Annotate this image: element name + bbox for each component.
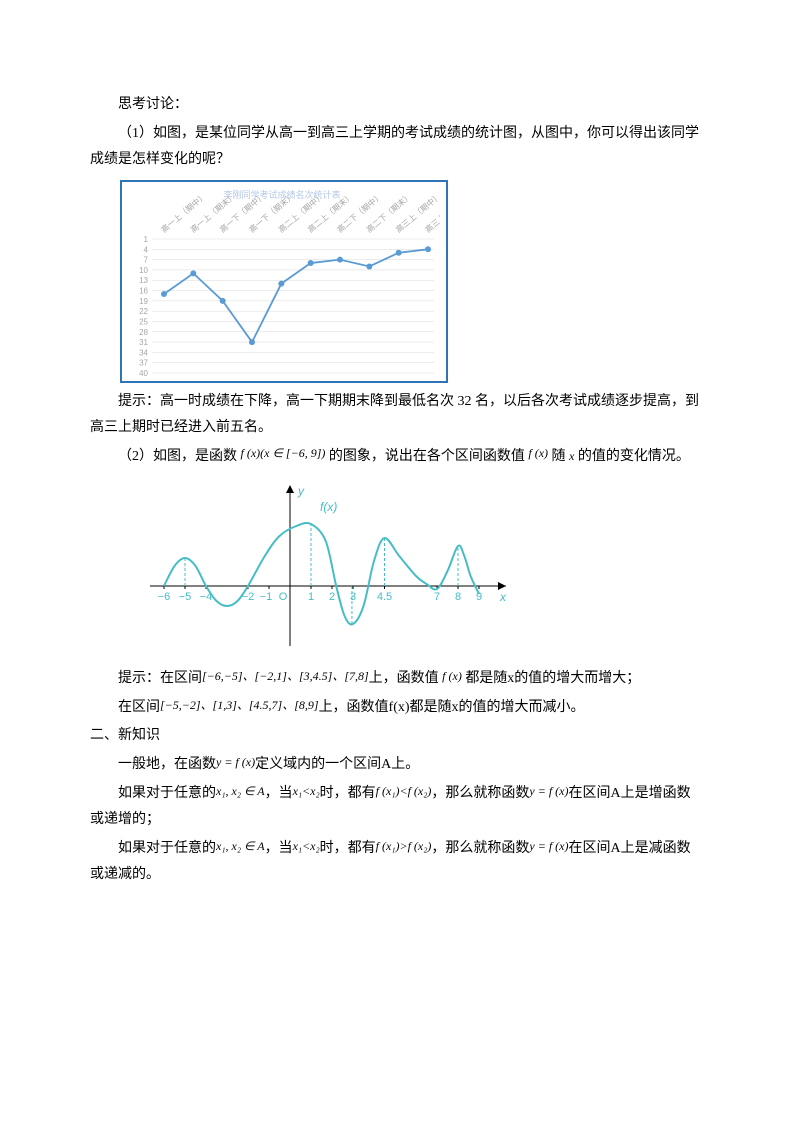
h2a-e: 都是随x的值的增大而增大；	[462, 671, 641, 686]
h2a-intervals: [−6,−5]、[−2,1]、[3,4.5]、[7,8]	[202, 669, 369, 683]
svg-text:19: 19	[139, 297, 148, 306]
svg-text:1: 1	[308, 591, 314, 603]
svg-text:34: 34	[139, 348, 148, 357]
h2b-intervals: [−5,−2]、[1,3]、[4.5,7]、[8,9]	[160, 698, 319, 712]
h2a-a: 提示：在区间	[118, 671, 202, 686]
svg-text:7: 7	[434, 591, 440, 603]
para-def3: 如果对于任意的x₁, x₂ ∈ A，当x₁<x₂时，都有f (x₁)>f (x₂…	[90, 836, 704, 889]
d2-f2: x₁<x₂	[293, 784, 320, 798]
svg-text:10: 10	[139, 266, 148, 275]
d3-f1: x₁, x₂ ∈ A	[216, 839, 265, 853]
svg-text:−5: −5	[179, 591, 192, 603]
svg-text:28: 28	[139, 328, 148, 337]
d2-f3: f (x₁)<f (x₂)	[376, 784, 432, 798]
svg-text:8: 8	[455, 591, 461, 603]
para-hint2b: 在区间[−5,−2]、[1,3]、[4.5,7]、[8,9]上，函数值f(x)都…	[90, 695, 704, 722]
d2-g: ，那么就称函数	[431, 786, 529, 801]
q2-g: 的值的变化情况。	[574, 449, 690, 464]
para-def1: 一般地，在函数y = f (x)定义域内的一个区间A上。	[90, 752, 704, 779]
function-graph: yxf(x)−6−5−4−2−1O1234.5789	[150, 481, 510, 657]
svg-text:O: O	[279, 591, 288, 603]
svg-text:31: 31	[139, 338, 148, 347]
h2b-c: 上，函数值f(x)都是随x的值的增大而减小。	[319, 700, 585, 715]
svg-text:3: 3	[350, 591, 356, 603]
svg-text:22: 22	[139, 307, 148, 316]
q2-f2: f (x)	[528, 446, 548, 460]
svg-text:37: 37	[139, 358, 148, 367]
q2-c: 的图象，说出在各个区间函数值	[325, 449, 528, 464]
d3-f2: x₁<x₂	[293, 839, 320, 853]
para-q1: （1）如图，是某位同学从高一到高三上学期的考试成绩的统计图，从图中，你可以得出该…	[90, 121, 704, 174]
svg-text:f(x): f(x)	[320, 500, 337, 514]
d3-e: 时，都有	[320, 841, 376, 856]
d2-f1: x₁, x₂ ∈ A	[216, 784, 265, 798]
d1-a: 一般地，在函数	[118, 757, 216, 772]
para-hint1: 提示：高一时成绩在下降，高一下期期末降到最低名次 32 名，以后各次考试成绩逐步…	[90, 389, 704, 442]
d1-f: y = f (x)	[216, 755, 255, 769]
d2-e: 时，都有	[320, 786, 376, 801]
svg-text:4.5: 4.5	[377, 591, 392, 603]
svg-text:25: 25	[139, 317, 148, 326]
svg-text:13: 13	[139, 276, 148, 285]
q2-f1: f (x)(x ∈ [−6, 9])	[241, 446, 326, 460]
svg-text:x: x	[499, 590, 507, 604]
d3-a: 如果对于任意的	[118, 841, 216, 856]
para-hint2a: 提示：在区间[−6,−5]、[−2,1]、[3,4.5]、[7,8]上，函数值 …	[90, 666, 704, 693]
para-def2: 如果对于任意的x₁, x₂ ∈ A，当x₁<x₂时，都有f (x₁)<f (x₂…	[90, 781, 704, 834]
svg-text:−6: −6	[158, 591, 171, 603]
svg-text:40: 40	[139, 369, 148, 378]
h2a-c: 上，函数值	[369, 671, 443, 686]
svg-text:y: y	[297, 484, 305, 498]
section-heading: 二、新知识	[90, 723, 704, 750]
d3-f3: f (x₁)>f (x₂)	[376, 839, 432, 853]
d2-a: 如果对于任意的	[118, 786, 216, 801]
svg-text:16: 16	[139, 286, 148, 295]
d3-c: ，当	[265, 841, 293, 856]
svg-text:7: 7	[144, 255, 149, 264]
para-q2: （2）如图，是函数 f (x)(x ∈ [−6, 9]) 的图象，说出在各个区间…	[90, 444, 704, 471]
h2a-fx: f (x)	[442, 669, 462, 683]
q2-a: （2）如图，是函数	[118, 449, 241, 464]
d2-f4: y = f (x)	[529, 784, 568, 798]
svg-text:1: 1	[144, 235, 149, 244]
svg-text:−1: −1	[260, 591, 273, 603]
d2-c: ，当	[265, 786, 293, 801]
h2b-a: 在区间	[118, 700, 160, 715]
svg-text:2: 2	[329, 591, 335, 603]
d1-c: 定义域内的一个区间A上。	[255, 757, 419, 772]
d3-f4: y = f (x)	[529, 839, 568, 853]
q2-e: 随	[548, 449, 569, 464]
para-intro: 思考讨论：	[90, 92, 704, 119]
d3-g: ，那么就称函数	[431, 841, 529, 856]
svg-text:4: 4	[144, 245, 149, 254]
score-chart: 李刚同学考试成绩名次统计表1471013161922252831343740高一…	[120, 180, 448, 383]
